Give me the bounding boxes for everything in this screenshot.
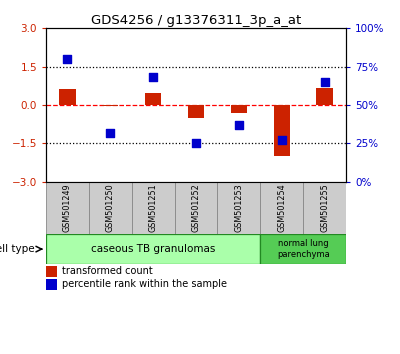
Bar <box>303 182 346 234</box>
Text: GSM501255: GSM501255 <box>320 183 329 232</box>
Bar <box>46 266 58 276</box>
Bar <box>89 182 132 234</box>
Title: GDS4256 / g13376311_3p_a_at: GDS4256 / g13376311_3p_a_at <box>91 14 301 27</box>
Bar <box>132 182 174 234</box>
Bar <box>218 182 260 234</box>
Text: GSM501249: GSM501249 <box>63 184 72 232</box>
Text: GSM501251: GSM501251 <box>149 184 158 232</box>
Bar <box>188 105 204 118</box>
Point <box>278 137 285 143</box>
Bar <box>46 279 58 290</box>
Text: GSM501253: GSM501253 <box>234 184 243 232</box>
Bar <box>102 105 118 106</box>
Point <box>236 122 242 128</box>
Point <box>321 79 328 85</box>
Bar <box>145 93 161 105</box>
Bar <box>274 105 290 156</box>
Text: cell type: cell type <box>0 244 42 254</box>
Bar <box>231 105 247 113</box>
Bar <box>59 89 76 105</box>
Bar <box>316 87 333 105</box>
Point <box>64 56 71 62</box>
Bar <box>46 234 260 264</box>
Text: transformed count: transformed count <box>62 266 153 276</box>
Text: normal lung
parenchyma: normal lung parenchyma <box>277 239 330 259</box>
Text: caseous TB granulomas: caseous TB granulomas <box>91 244 215 254</box>
Text: GSM501254: GSM501254 <box>277 184 286 232</box>
Bar <box>260 234 346 264</box>
Bar <box>260 182 303 234</box>
Bar <box>46 182 89 234</box>
Text: GSM501252: GSM501252 <box>192 183 200 232</box>
Point <box>107 130 114 135</box>
Text: GSM501250: GSM501250 <box>106 184 115 232</box>
Point <box>193 141 199 146</box>
Bar <box>174 182 218 234</box>
Point <box>150 75 156 80</box>
Text: percentile rank within the sample: percentile rank within the sample <box>62 279 228 289</box>
